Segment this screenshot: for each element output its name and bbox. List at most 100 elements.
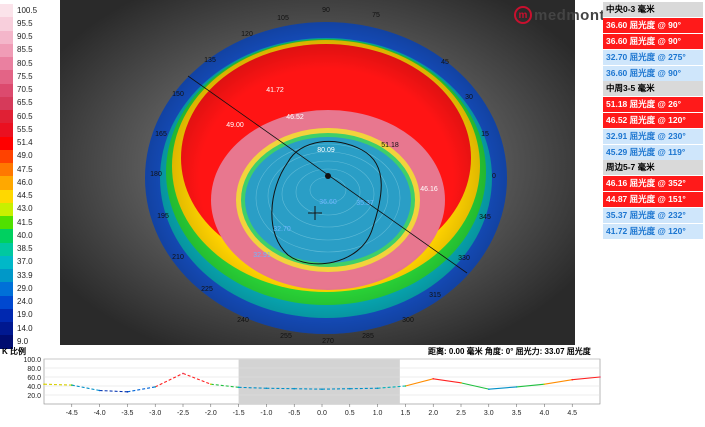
panel-value-row: 51.18 屈光度 @ 26° xyxy=(603,97,703,112)
map-annotation: 51.18 xyxy=(381,142,399,149)
x-tick-label: 1.0 xyxy=(373,410,383,417)
scale-swatch xyxy=(0,269,13,283)
degree-label: 300 xyxy=(402,317,414,324)
x-tick-label: 2.0 xyxy=(428,410,438,417)
scale-swatch xyxy=(0,229,13,243)
x-tick-label: -1.0 xyxy=(260,410,272,417)
scale-value: 41.5 xyxy=(17,217,33,227)
scale-swatch xyxy=(0,43,13,57)
scale-value: 75.5 xyxy=(17,71,33,81)
data-point xyxy=(515,386,518,388)
degree-label: 225 xyxy=(201,286,213,293)
scale-step: 70.5 xyxy=(0,83,56,97)
scale-step: 9.0 xyxy=(0,335,56,349)
degree-label: 30 xyxy=(465,94,473,101)
scale-value: 95.5 xyxy=(17,18,33,28)
profile-segment xyxy=(544,379,573,385)
scale-value: 33.9 xyxy=(17,270,33,280)
data-point xyxy=(154,386,156,388)
scale-step: 33.9 xyxy=(0,269,56,283)
scale-step: 55.5 xyxy=(0,123,56,137)
map-annotation: 32.91 xyxy=(253,252,271,259)
panel-value-row: 36.60 屈光度 @ 90° xyxy=(603,18,703,33)
x-tick-label: 1.5 xyxy=(401,410,411,417)
scale-value: 100.5 xyxy=(17,5,38,15)
x-tick-label: 2.5 xyxy=(456,410,466,417)
degree-label: 105 xyxy=(277,15,289,22)
data-point xyxy=(432,378,435,380)
data-point xyxy=(349,387,351,390)
scale-swatch xyxy=(0,110,13,124)
x-tick-label: -0.5 xyxy=(288,410,300,417)
scale-step: 14.0 xyxy=(0,322,56,336)
profile-segment xyxy=(405,378,434,387)
measurement-readout: 距离: 0.00 毫米 角度: 0° 屈光力: 33.07 屈光度 xyxy=(428,347,591,356)
scale-swatch xyxy=(0,282,13,296)
scale-step: 85.5 xyxy=(0,43,56,57)
topography-map[interactable]: 90 75 105 120 135 45 150 30 165 15 180 0 345 195 210 33… xyxy=(60,0,575,345)
scale-value: 85.5 xyxy=(17,45,33,55)
scale-value: 90.5 xyxy=(17,32,33,42)
degree-label: 315 xyxy=(429,292,441,299)
profile-segment xyxy=(433,378,462,384)
scale-value: 19.0 xyxy=(17,310,33,320)
profile-segment xyxy=(516,383,545,388)
scale-swatch xyxy=(0,189,13,203)
medmont-logo: m medmont xyxy=(514,6,605,24)
scale-step: 90.5 xyxy=(0,30,56,44)
scale-swatch xyxy=(0,255,13,269)
panel-value-row: 44.87 屈光度 @ 151° xyxy=(603,192,703,207)
degree-label: 165 xyxy=(155,131,167,138)
scale-step: 46.0 xyxy=(0,176,56,190)
scale-title: K 比例 xyxy=(2,347,26,356)
data-point xyxy=(376,387,379,390)
degree-label: 345 xyxy=(479,214,491,221)
x-tick-label: -3.0 xyxy=(149,410,161,417)
data-point xyxy=(71,384,73,386)
profile-chart[interactable]: 100.0 80.0 60.0 40.0 20.0 -4.5 -4.0 -3.5 -3.0 -2.… xyxy=(0,354,705,427)
scale-swatch xyxy=(0,4,13,18)
logo-mark: m xyxy=(514,6,532,24)
data-point xyxy=(237,386,240,389)
x-tick-label: -2.5 xyxy=(177,410,189,417)
scale-step: 43.0 xyxy=(0,202,56,216)
profile-segment xyxy=(154,372,184,388)
panel-value-row: 32.91 屈光度 @ 230° xyxy=(603,129,703,144)
map-annotation: 35.37 xyxy=(356,200,374,207)
degree-label: 255 xyxy=(280,333,292,340)
degree-label: 195 xyxy=(157,213,169,220)
x-tick-label: -3.5 xyxy=(121,410,133,417)
scale-swatch xyxy=(0,163,13,177)
scale-value: 24.0 xyxy=(17,297,33,307)
scale-step: 44.5 xyxy=(0,189,56,203)
scale-swatch xyxy=(0,30,13,44)
scale-swatch xyxy=(0,202,13,216)
apex-marker xyxy=(325,173,331,179)
scale-value: 80.5 xyxy=(17,58,33,68)
y-tick-label: 20.0 xyxy=(27,393,41,400)
degree-label: 180 xyxy=(150,171,162,178)
panel-group-title: 中周3-5 毫米 xyxy=(603,81,703,96)
scale-swatch xyxy=(0,322,13,336)
degree-label: 120 xyxy=(241,31,253,38)
scale-step: 60.5 xyxy=(0,110,56,124)
scale-step: 38.5 xyxy=(0,242,56,256)
scale-step: 65.5 xyxy=(0,96,56,110)
scale-step: 41.5 xyxy=(0,216,56,230)
degree-label: 210 xyxy=(172,254,184,261)
scale-swatch xyxy=(0,216,13,230)
scale-value: 40.0 xyxy=(17,230,33,240)
scale-swatch xyxy=(0,308,13,322)
data-point xyxy=(43,383,45,385)
scale-value: 60.5 xyxy=(17,111,33,121)
data-point xyxy=(265,387,268,390)
panel-group-title: 周边5-7 毫米 xyxy=(603,160,703,175)
degree-label: 150 xyxy=(172,91,184,98)
map-annotation: 46.52 xyxy=(286,114,304,121)
x-tick-label: -4.0 xyxy=(94,410,106,417)
contour-line xyxy=(271,140,382,265)
scale-value: 29.0 xyxy=(17,283,33,293)
map-annotation: 46.16 xyxy=(420,186,438,193)
x-tick-label: 0.0 xyxy=(317,410,327,417)
scale-swatch xyxy=(0,295,13,309)
